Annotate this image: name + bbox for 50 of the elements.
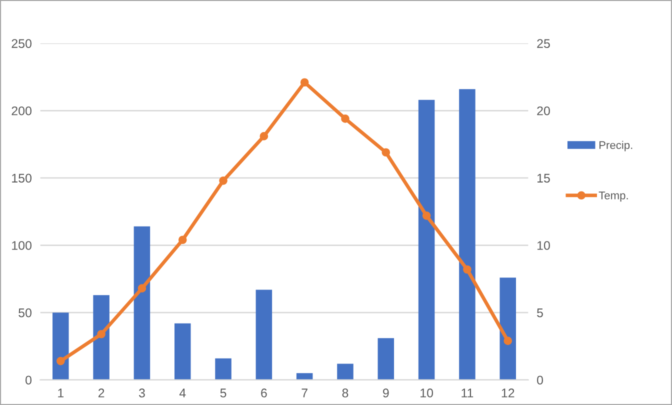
point [260, 132, 268, 140]
x-tick-label: 4 [179, 388, 186, 398]
point [97, 330, 106, 338]
y-tick-label: 50 [18, 308, 32, 318]
bar [93, 295, 110, 380]
bar [215, 358, 232, 380]
y-tick-label: 100 [12, 241, 32, 250]
y-tick-label: 200 [12, 106, 32, 116]
y2-tick-label: 25 [537, 39, 550, 48]
point [341, 114, 350, 123]
point [422, 211, 431, 220]
bar [296, 373, 313, 380]
x-tick-label: 10 [420, 388, 434, 398]
point [56, 356, 65, 366]
y2-tick-label: 0 [537, 376, 543, 385]
point [178, 236, 187, 244]
y2-tick-label: 10 [537, 241, 550, 250]
x-tick-label: 12 [502, 388, 514, 398]
x-tick-label: 1 [58, 388, 64, 398]
point [463, 265, 472, 274]
x-tick-label: 2 [98, 388, 104, 398]
bar [256, 290, 272, 380]
point [219, 176, 228, 185]
x-tick-label: 5 [220, 388, 226, 398]
x-tick-label: 3 [138, 388, 145, 398]
point [382, 148, 390, 157]
bar [459, 89, 476, 380]
y-tick-label: 250 [12, 39, 32, 48]
bar [52, 312, 69, 380]
x-tick-label: 7 [302, 388, 308, 398]
point [504, 336, 512, 346]
bar [500, 278, 516, 380]
y-tick-label: 150 [12, 174, 32, 183]
y2-tick-label: 15 [537, 174, 550, 183]
point [138, 284, 146, 293]
legend-label: Temp. [598, 192, 628, 202]
legend-label: Precip. [599, 140, 632, 152]
x-tick-label: 11 [462, 388, 474, 398]
bar [378, 338, 394, 380]
bar [134, 226, 150, 380]
y2-tick-label: 20 [537, 106, 550, 116]
bar [174, 323, 191, 380]
y2-tick-label: 5 [537, 308, 543, 318]
y-tick-label: 0 [26, 376, 32, 385]
x-tick-label: 6 [261, 388, 267, 398]
bar [418, 100, 435, 380]
point [300, 78, 309, 87]
x-tick-label: 8 [342, 388, 348, 398]
x-tick-label: 9 [383, 388, 389, 398]
bar [337, 364, 354, 380]
